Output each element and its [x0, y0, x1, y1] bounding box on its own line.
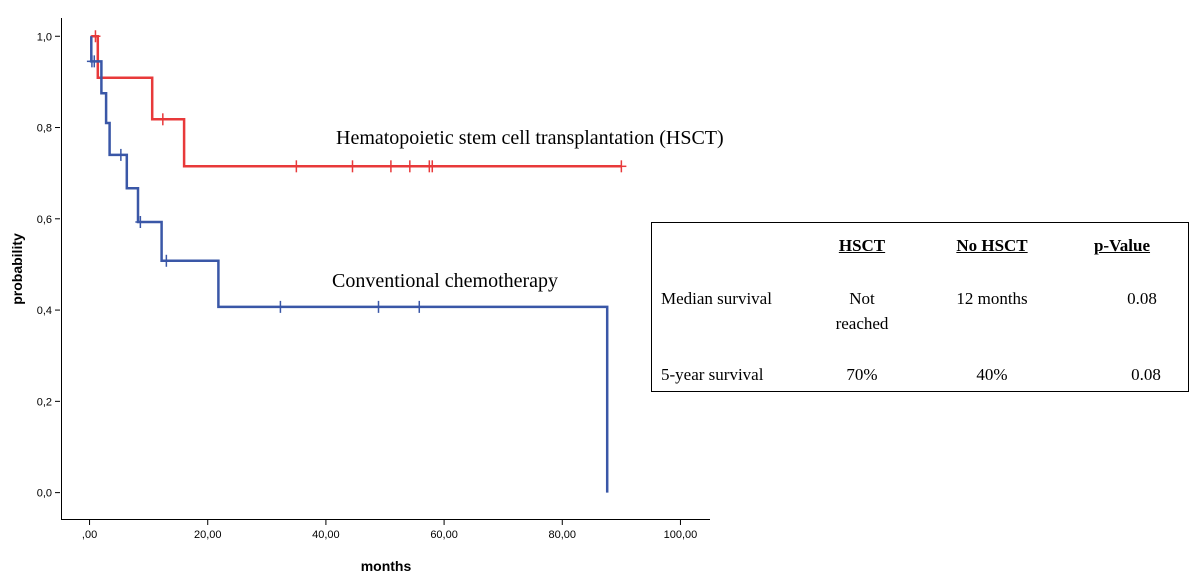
- axes: [61, 18, 710, 520]
- header-no-hsct: No HSCT: [956, 236, 1028, 255]
- x-tick-label: 60,00: [430, 529, 458, 541]
- 5yr-no-hsct: 40%: [976, 365, 1008, 384]
- median-hsct-line2: reached: [835, 314, 889, 333]
- 5yr-p-value: 0.08: [1131, 365, 1161, 384]
- header-p-value: p-Value: [1093, 236, 1151, 255]
- median-hsct-line1: Not: [849, 289, 875, 308]
- x-tick-label: 80,00: [549, 529, 577, 541]
- x-ticks: ,00 20,00 40,00 60,00 80,00 100,00: [82, 520, 697, 541]
- x-tick-label: 100,00: [664, 529, 698, 541]
- y-axis-title: probability: [9, 233, 25, 305]
- row-label-median-survival: Median survival: [661, 289, 772, 308]
- y-tick-label: 0,2: [37, 396, 52, 408]
- plot-area: [60, 18, 710, 520]
- y-tick-label: 0,8: [37, 123, 52, 135]
- chemo-series-label: Conventional chemotherapy: [332, 270, 558, 292]
- chemo-survival-line: [90, 36, 609, 493]
- x-tick-label: 20,00: [194, 529, 222, 541]
- x-tick-label: ,00: [82, 529, 97, 541]
- y-tick-label: 1,0: [37, 31, 52, 43]
- median-no-hsct: 12 months: [956, 289, 1028, 308]
- y-tick-label: 0,6: [37, 214, 52, 226]
- survival-stats-table: HSCT No HSCT p-Value Median survival Not…: [651, 222, 1189, 392]
- y-ticks: 0,0 0,2 0,4 0,6 0,8 1,0: [37, 31, 60, 500]
- hsct-series: [90, 30, 627, 173]
- hsct-survival-line: [91, 35, 622, 168]
- series-layer: [86, 30, 627, 493]
- 5yr-hsct: 70%: [846, 365, 878, 384]
- x-tick-label: 40,00: [312, 529, 340, 541]
- y-tick-label: 0,4: [37, 305, 52, 317]
- hsct-series-label: Hematopoietic stem cell transplantation …: [336, 127, 724, 149]
- header-hsct: HSCT: [838, 236, 886, 255]
- median-p-value: 0.08: [1127, 289, 1157, 308]
- x-axis-title: months: [361, 558, 412, 574]
- y-tick-label: 0,0: [37, 488, 52, 500]
- row-label-5yr-survival: 5-year survival: [661, 365, 764, 384]
- chemo-series: [86, 36, 609, 493]
